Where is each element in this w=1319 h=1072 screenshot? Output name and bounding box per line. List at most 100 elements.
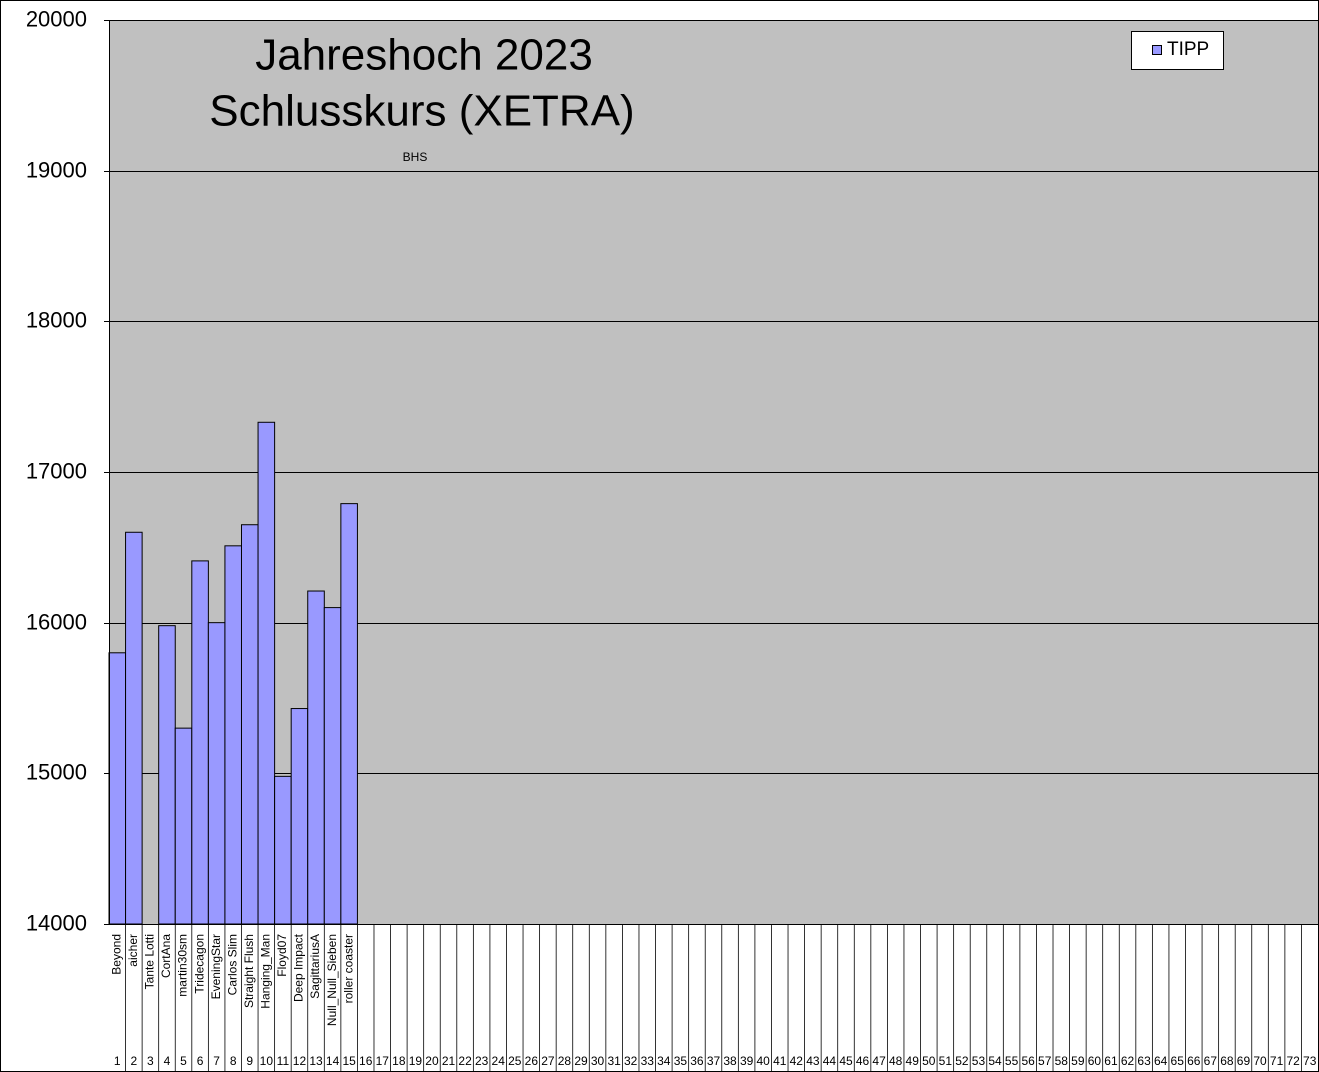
- annotation: BHS: [403, 150, 428, 164]
- x-tick-label: 59: [1071, 1054, 1085, 1068]
- x-tick-label: 52: [955, 1054, 969, 1068]
- bar: [224, 545, 242, 925]
- category-name: Carlos Slim: [225, 934, 239, 995]
- bar: [257, 421, 276, 925]
- x-tick-label: 55: [1005, 1054, 1019, 1068]
- x-tick-label: 62: [1121, 1054, 1135, 1068]
- x-tick-label: 57: [1038, 1054, 1052, 1068]
- category-name: Null_Null_Sieben: [325, 934, 339, 1026]
- x-tick-label: 50: [922, 1054, 936, 1068]
- x-tick-label: 73: [1303, 1054, 1317, 1068]
- bar: [290, 708, 309, 925]
- bars: [108, 421, 358, 925]
- bar: [240, 524, 259, 925]
- x-tick-label: 60: [1088, 1054, 1102, 1068]
- x-tick-label: 13: [309, 1054, 323, 1068]
- y-tick-label: 19000: [26, 157, 87, 182]
- x-tick-label: 37: [707, 1054, 721, 1068]
- y-tick-label: 14000: [26, 910, 87, 935]
- x-tick-label: 43: [806, 1054, 820, 1068]
- x-tick-label: 64: [1154, 1054, 1168, 1068]
- category-name: EveningStar: [209, 934, 223, 999]
- chart-title: Schlusskurs (XETRA): [209, 87, 634, 136]
- bar: [323, 607, 342, 925]
- x-tick-label: 36: [690, 1054, 704, 1068]
- x-tick-label: 49: [906, 1054, 920, 1068]
- x-tick-label: 69: [1237, 1054, 1251, 1068]
- x-tick-label: 34: [657, 1054, 671, 1068]
- x-tick-label: 32: [624, 1054, 638, 1068]
- x-tick-label: 65: [1171, 1054, 1185, 1068]
- x-tick-label: 29: [574, 1054, 588, 1068]
- y-tick-label: 18000: [26, 307, 87, 332]
- x-tick-label: 71: [1270, 1054, 1284, 1068]
- x-tick-label: 68: [1220, 1054, 1234, 1068]
- x-tick-label: 17: [376, 1054, 390, 1068]
- bar: [158, 625, 176, 925]
- axis: 14000 15000 16000 17000 18000 19000 20000 1 Beyo…: [26, 6, 1318, 1072]
- x-tick-label: 12: [293, 1054, 307, 1068]
- x-tick-label: 14: [326, 1054, 340, 1068]
- x-tick-label: 58: [1055, 1054, 1069, 1068]
- x-tick-label: 15: [342, 1054, 356, 1068]
- y-tick-label: 16000: [26, 609, 87, 634]
- x-tick-label: 61: [1104, 1054, 1118, 1068]
- x-tick-label: 28: [558, 1054, 572, 1068]
- category-name: aicher: [126, 934, 140, 967]
- x-tick-label: 2: [130, 1054, 137, 1068]
- category-name: Hanging_Man: [259, 934, 273, 1009]
- x-tick-label: 72: [1286, 1054, 1300, 1068]
- bar: [340, 503, 358, 925]
- x-tick-label: 6: [197, 1054, 204, 1068]
- category-name: Floyd07: [275, 934, 289, 977]
- x-tick-label: 63: [1137, 1054, 1151, 1068]
- x-tick-label: 47: [872, 1054, 886, 1068]
- x-tick-label: 25: [508, 1054, 522, 1068]
- x-tick-label: 9: [246, 1054, 253, 1068]
- y-tick-label: 15000: [26, 759, 87, 784]
- x-tick-label: 31: [607, 1054, 621, 1068]
- category-name: Tante Lotti: [143, 934, 157, 989]
- bar: [174, 727, 193, 925]
- x-tick-label: 23: [475, 1054, 489, 1068]
- chart-title: Jahreshoch 2023: [255, 31, 593, 80]
- y-tick-label: 17000: [26, 458, 87, 483]
- x-tick-label: 26: [525, 1054, 539, 1068]
- x-tick-label: 5: [180, 1054, 187, 1068]
- x-tick-label: 20: [425, 1054, 439, 1068]
- x-tick-label: 21: [442, 1054, 456, 1068]
- x-tick-label: 4: [164, 1054, 171, 1068]
- legend-label: TIPP: [1167, 39, 1209, 60]
- category-name: martin30sm: [176, 934, 190, 997]
- category-name: Beyond: [109, 934, 123, 975]
- bar: [307, 590, 325, 925]
- bar: [207, 622, 226, 925]
- x-tick-label: 42: [790, 1054, 804, 1068]
- bar: [125, 531, 143, 925]
- x-tick-label: 41: [773, 1054, 787, 1068]
- x-tick-label: 54: [988, 1054, 1002, 1068]
- x-tick-label: 19: [409, 1054, 423, 1068]
- bar: [108, 652, 127, 925]
- x-tick-label: 53: [972, 1054, 986, 1068]
- x-tick-label: 24: [492, 1054, 506, 1068]
- x-tick-label: 70: [1253, 1054, 1267, 1068]
- x-tick-label: 7: [213, 1054, 220, 1068]
- x-tick-label: 8: [230, 1054, 237, 1068]
- category-name: SagittariusA: [308, 934, 322, 999]
- legend: [1131, 31, 1224, 70]
- y-tick-label: 20000: [26, 6, 87, 31]
- x-tick-label: 11: [277, 1054, 290, 1068]
- x-tick-label: 66: [1187, 1054, 1201, 1068]
- x-tick-label: 51: [939, 1054, 953, 1068]
- category-name: roller coaster: [341, 934, 355, 1003]
- x-tick-label: 30: [591, 1054, 605, 1068]
- x-tick-label: 67: [1204, 1054, 1218, 1068]
- x-tick-label: 1: [114, 1054, 121, 1068]
- x-tick-label: 27: [541, 1054, 555, 1068]
- x-tick-label: 46: [856, 1054, 870, 1068]
- x-tick-label: 16: [359, 1054, 373, 1068]
- bar: [191, 560, 209, 925]
- category-name: Deep Impact: [292, 933, 306, 1002]
